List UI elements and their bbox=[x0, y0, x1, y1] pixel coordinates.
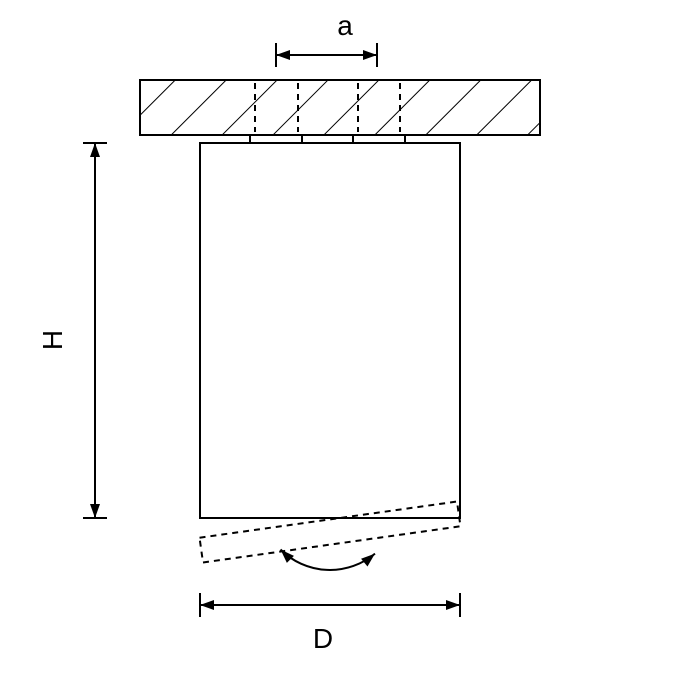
tilt-plate bbox=[200, 502, 461, 563]
dim-label-h: H bbox=[37, 330, 68, 350]
fixture-body bbox=[200, 143, 460, 518]
dim-label-a: a bbox=[337, 10, 353, 41]
swing-arc bbox=[281, 549, 375, 570]
technical-diagram: H Da bbox=[0, 0, 690, 690]
ceiling-hatch bbox=[140, 80, 540, 135]
mount-plate bbox=[353, 135, 405, 143]
mount-plate bbox=[250, 135, 302, 143]
dim-label-d: D bbox=[313, 623, 333, 654]
